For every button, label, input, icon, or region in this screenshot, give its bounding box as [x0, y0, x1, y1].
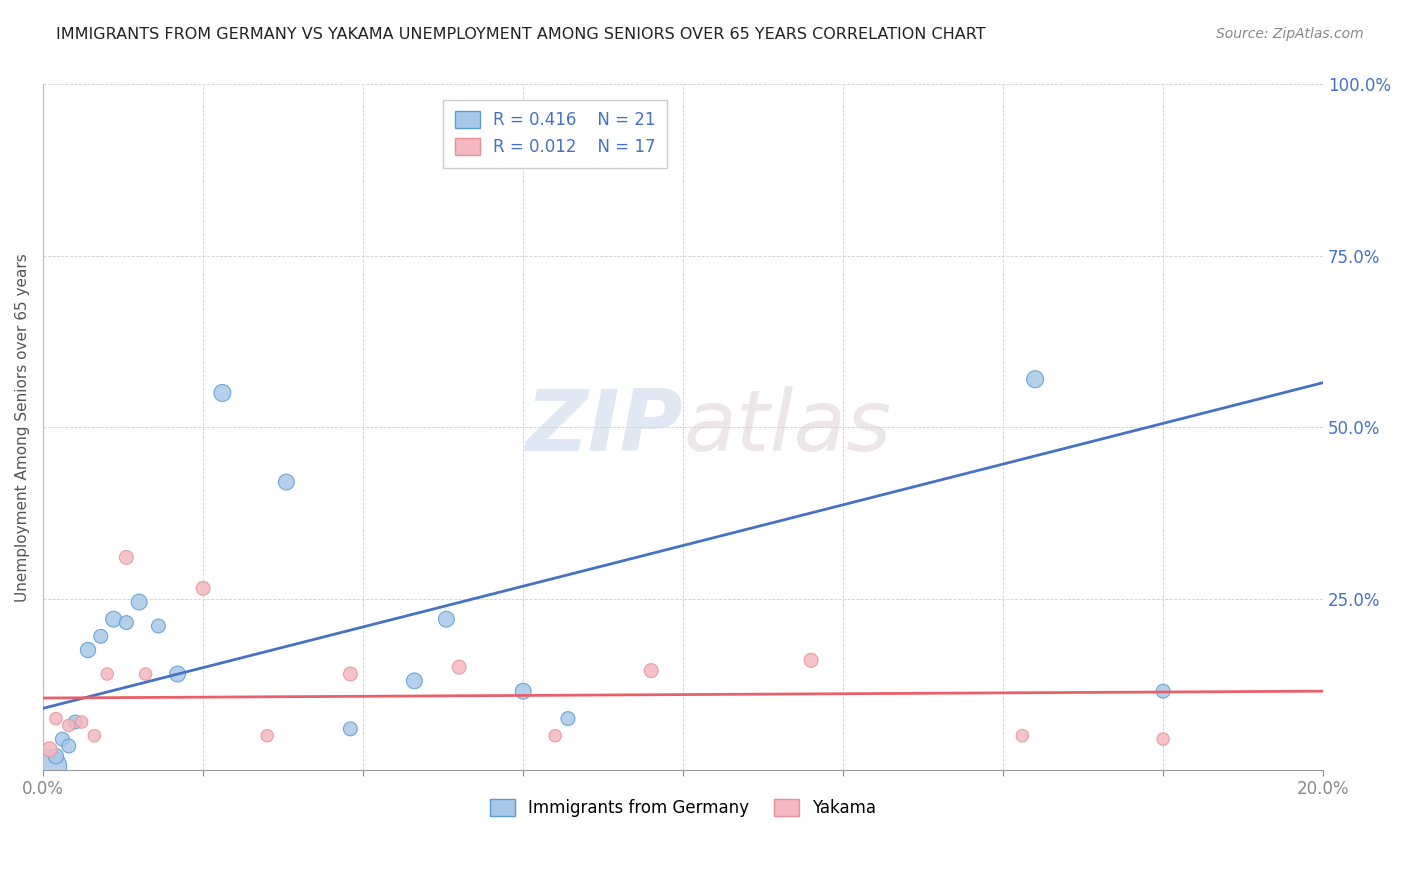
Point: [256, 729, 278, 743]
Legend: R = 0.416    N = 21, R = 0.012    N = 17: R = 0.416 N = 21, R = 0.012 N = 17: [443, 100, 668, 168]
Point: [115, 615, 138, 630]
Point: [166, 667, 188, 681]
Point: [58, 718, 80, 732]
Point: [38, 759, 60, 773]
Point: [103, 612, 125, 626]
Point: [58, 739, 80, 753]
Point: [339, 667, 361, 681]
Point: [1152, 684, 1174, 698]
Point: [800, 653, 823, 667]
Point: [404, 673, 426, 688]
Point: [193, 582, 215, 596]
Point: [276, 475, 298, 489]
Y-axis label: Unemployment Among Seniors over 65 years: Unemployment Among Seniors over 65 years: [15, 252, 30, 601]
Point: [512, 684, 534, 698]
Point: [449, 660, 471, 674]
Point: [90, 629, 112, 643]
Legend: Immigrants from Germany, Yakama: Immigrants from Germany, Yakama: [484, 792, 883, 823]
Point: [434, 612, 457, 626]
Point: [63, 714, 86, 729]
Point: [51, 732, 73, 747]
Point: [557, 712, 579, 726]
Point: [148, 619, 170, 633]
Point: [1011, 729, 1033, 743]
Point: [211, 386, 233, 401]
Point: [70, 714, 93, 729]
Point: [96, 667, 118, 681]
Point: [77, 643, 100, 657]
Point: [1152, 732, 1174, 747]
Point: [640, 664, 662, 678]
Point: [339, 722, 361, 736]
Point: [128, 595, 150, 609]
Text: IMMIGRANTS FROM GERMANY VS YAKAMA UNEMPLOYMENT AMONG SENIORS OVER 65 YEARS CORRE: IMMIGRANTS FROM GERMANY VS YAKAMA UNEMPL…: [56, 27, 986, 42]
Text: atlas: atlas: [683, 385, 891, 468]
Text: ZIP: ZIP: [526, 385, 683, 468]
Text: Source: ZipAtlas.com: Source: ZipAtlas.com: [1216, 27, 1364, 41]
Point: [544, 729, 567, 743]
Point: [115, 550, 138, 565]
Point: [135, 667, 157, 681]
Point: [38, 742, 60, 756]
Point: [1024, 372, 1046, 386]
Point: [45, 749, 67, 764]
Point: [83, 729, 105, 743]
Point: [45, 712, 67, 726]
